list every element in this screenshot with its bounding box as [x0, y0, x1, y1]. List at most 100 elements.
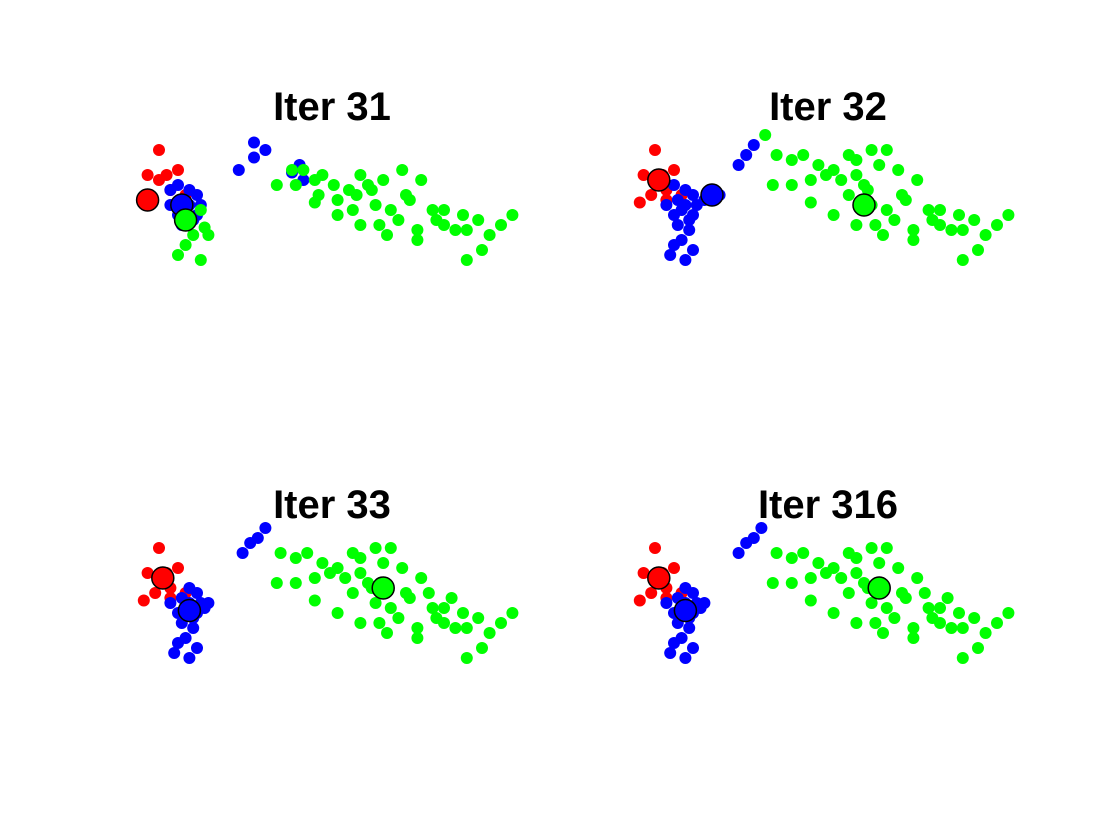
green-data-point — [202, 229, 215, 241]
green-data-point — [422, 587, 435, 599]
green-data-point — [369, 199, 382, 211]
green-data-point — [384, 542, 397, 554]
green-data-point — [785, 179, 798, 191]
red-data-point — [633, 196, 646, 209]
red-data-point — [637, 169, 650, 181]
green-data-point — [945, 622, 958, 634]
red-data-point — [137, 594, 150, 607]
red-data-point — [141, 567, 154, 579]
plot-area — [633, 129, 1015, 266]
blue-data-point — [747, 139, 760, 151]
green-data-point — [899, 194, 912, 206]
green-data-point — [892, 562, 905, 574]
red-data-point — [668, 562, 680, 574]
red-data-point — [172, 562, 184, 574]
green-data-point — [873, 159, 886, 171]
green-data-point — [369, 542, 382, 554]
green-data-point — [850, 617, 863, 629]
green-data-point — [968, 612, 981, 624]
red-data-point — [633, 594, 646, 607]
red-data-point — [649, 542, 661, 554]
blue-data-point — [747, 532, 760, 544]
panel-iter-31: Iter 31 — [135, 85, 519, 266]
blue-data-point — [679, 254, 692, 266]
green-data-point — [785, 577, 798, 589]
green-data-point — [972, 642, 984, 654]
green-data-point — [956, 224, 969, 236]
green-data-point — [804, 572, 817, 584]
green-data-point — [194, 254, 207, 266]
green-centroid-marker — [371, 576, 395, 600]
green-data-point — [820, 567, 832, 579]
green-data-point — [972, 244, 984, 256]
green-data-point — [373, 219, 386, 231]
green-data-point — [869, 617, 882, 629]
green-data-point — [411, 234, 424, 246]
green-data-point — [316, 169, 329, 181]
green-data-point — [934, 204, 946, 216]
green-data-point — [956, 254, 969, 266]
green-data-point — [449, 224, 462, 236]
blue-data-point — [191, 642, 203, 654]
green-data-point — [316, 557, 329, 569]
panel-title: Iter 316 — [758, 483, 898, 527]
blue-data-point — [675, 204, 688, 216]
blue-data-point — [683, 224, 696, 236]
plot-area — [633, 522, 1015, 664]
green-data-point — [460, 254, 473, 266]
panel-title: Iter 31 — [273, 85, 391, 129]
green-data-point — [766, 179, 779, 191]
green-data-point — [888, 612, 901, 624]
blue-data-point — [679, 652, 692, 664]
blue-data-point — [668, 239, 680, 251]
green-data-point — [483, 627, 496, 639]
green-data-point — [956, 622, 969, 634]
blue-data-point — [698, 597, 711, 609]
blue-data-point — [187, 622, 200, 634]
green-data-point — [289, 179, 302, 191]
blue-data-point — [687, 587, 699, 599]
blue-data-point — [164, 597, 177, 609]
panel-title: Iter 33 — [273, 483, 391, 527]
green-data-point — [297, 164, 310, 176]
blue-centroid-marker — [700, 183, 724, 207]
green-data-point — [934, 219, 946, 231]
blue-data-point — [191, 587, 203, 599]
green-data-point — [411, 224, 424, 236]
green-data-point — [820, 169, 832, 181]
blue-data-point — [168, 647, 181, 659]
green-data-point — [880, 204, 893, 216]
green-data-point — [339, 572, 352, 584]
green-data-point — [850, 567, 863, 579]
green-data-point — [457, 607, 469, 619]
green-data-point — [381, 627, 393, 639]
green-data-point — [877, 627, 889, 639]
green-data-point — [956, 652, 969, 664]
green-data-point — [331, 209, 344, 221]
green-data-point — [411, 622, 424, 634]
panel-iter-33: Iter 33 — [137, 483, 519, 664]
green-data-point — [346, 547, 359, 559]
green-data-point — [953, 607, 965, 619]
blue-data-point — [755, 522, 768, 534]
red-centroid-marker — [151, 566, 175, 590]
green-data-point — [892, 164, 905, 176]
green-data-point — [991, 219, 1003, 231]
green-data-point — [289, 552, 302, 564]
green-data-point — [377, 174, 390, 186]
green-data-point — [785, 154, 798, 166]
green-data-point — [354, 567, 367, 579]
green-data-point — [922, 602, 935, 614]
blue-data-point — [202, 597, 215, 609]
green-data-point — [804, 196, 817, 209]
green-data-point — [888, 214, 901, 226]
green-data-point — [991, 617, 1003, 629]
blue-data-point — [668, 179, 680, 191]
blue-data-point — [660, 199, 673, 211]
green-data-point — [766, 577, 779, 589]
blue-data-point — [259, 144, 272, 156]
green-data-point — [804, 594, 817, 607]
red-centroid-marker — [647, 168, 671, 192]
green-data-point — [907, 622, 920, 634]
